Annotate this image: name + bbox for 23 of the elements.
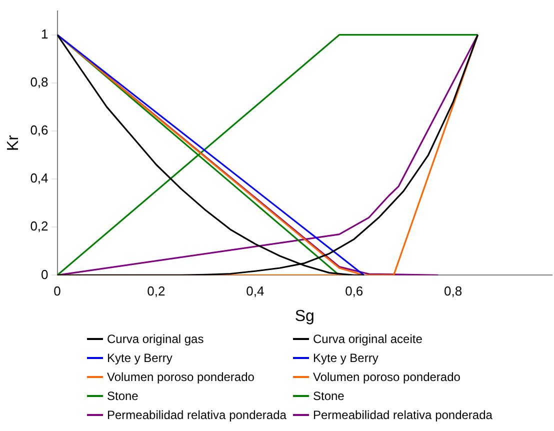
x-tick-label: 0,6	[345, 284, 364, 299]
legend-label: Curva original gas	[107, 332, 204, 346]
legend-label: Volumen poroso ponderado	[313, 370, 460, 384]
legend-label: Permeabilidad relativa ponderada	[107, 408, 286, 422]
legend-label: Permeabilidad relativa ponderada	[313, 408, 492, 422]
y-tick-label: 0,8	[30, 74, 48, 90]
legend-label: Kyte y Berry	[107, 350, 172, 364]
legend-label: Curva original aceite	[313, 332, 422, 346]
y-tick-label: 1	[41, 26, 48, 42]
y-tick-label: 0,2	[30, 218, 48, 234]
y-tick-label: 0,4	[30, 170, 48, 186]
y-tick-label: 0,6	[30, 122, 48, 138]
legend-label: Kyte y Berry	[313, 350, 378, 364]
x-tick-label: 0,8	[444, 284, 462, 299]
legend-label: Volumen poroso ponderado	[107, 370, 254, 384]
x-tick-label: 0,4	[246, 284, 264, 299]
y-tick-label: 0	[41, 266, 48, 282]
legend-label: Stone	[313, 388, 344, 402]
legend-label: Stone	[107, 388, 138, 402]
y-axis-title: Kr	[5, 134, 22, 151]
x-axis-title: Sg	[294, 308, 314, 325]
x-tick-label: 0	[54, 284, 61, 299]
x-tick-label: 0,2	[147, 284, 166, 299]
